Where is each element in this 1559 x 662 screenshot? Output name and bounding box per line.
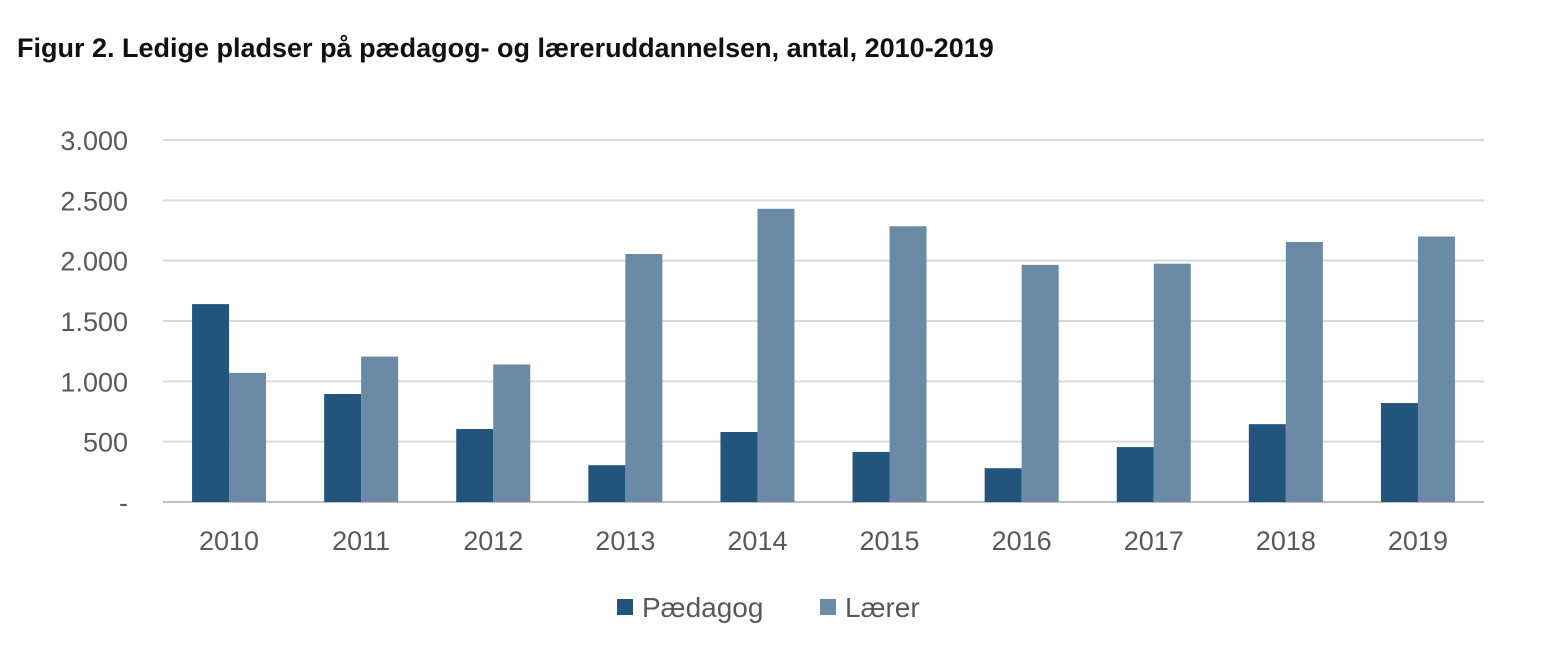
bar-paedagog-2014 [720, 432, 758, 502]
bar-laerer-2018 [1285, 241, 1323, 503]
legend-swatch-laerer [820, 599, 836, 615]
bar-paedagog-2015 [852, 451, 890, 502]
bar-paedagog-2010 [192, 304, 230, 502]
x-tick-label: 2010 [199, 526, 259, 556]
x-tick-label: 2012 [463, 526, 523, 556]
bars [192, 208, 1455, 503]
bar-laerer-2011 [361, 356, 399, 502]
bar-paedagog-2018 [1248, 424, 1286, 502]
x-tick-label: 2015 [860, 526, 920, 556]
y-tick-label: 1.000 [60, 367, 128, 397]
bar-paedagog-2016 [984, 468, 1022, 502]
x-tick-label: 2016 [992, 526, 1052, 556]
y-tick-label: 1.500 [60, 307, 128, 337]
x-axis: 2010 2011 2012 2013 2014 2015 2016 2017 2018 2019 [199, 526, 1448, 556]
y-tick-label: 2.500 [60, 186, 128, 216]
bar-paedagog-2017 [1116, 447, 1154, 502]
x-tick-label: 2014 [727, 526, 787, 556]
y-tick-label: 3.000 [60, 126, 128, 156]
bar-laerer-2016 [1021, 264, 1059, 502]
x-tick-label: 2011 [332, 526, 390, 556]
bar-laerer-2017 [1153, 263, 1191, 502]
y-tick-label: - [119, 488, 128, 518]
x-tick-label: 2018 [1256, 526, 1316, 556]
bar-laerer-2012 [493, 364, 531, 502]
bar-paedagog-2012 [456, 428, 494, 502]
x-tick-label: 2017 [1124, 526, 1184, 556]
bar-laerer-2010 [229, 372, 267, 502]
chart-title: Figur 2. Ledige pladser på pædagog- og l… [17, 33, 994, 63]
bar-laerer-2013 [625, 254, 663, 502]
legend: Pædagog Lærer [617, 592, 920, 623]
legend-swatch-paedagog [617, 599, 633, 615]
y-tick-label: 500 [83, 428, 128, 458]
y-axis: - 500 1.000 1.500 2.000 2.500 3.000 [60, 126, 128, 518]
bar-paedagog-2011 [324, 394, 362, 502]
legend-label-laerer: Lærer [845, 592, 920, 623]
bar-paedagog-2013 [588, 465, 626, 502]
legend-label-paedagog: Pædagog [642, 592, 763, 623]
bar-laerer-2014 [757, 208, 795, 502]
y-tick-label: 2.000 [60, 247, 128, 277]
bar-laerer-2019 [1417, 236, 1455, 503]
bar-paedagog-2019 [1380, 403, 1418, 502]
x-tick-label: 2013 [595, 526, 655, 556]
x-tick-label: 2019 [1388, 526, 1448, 556]
bar-laerer-2015 [889, 226, 927, 502]
